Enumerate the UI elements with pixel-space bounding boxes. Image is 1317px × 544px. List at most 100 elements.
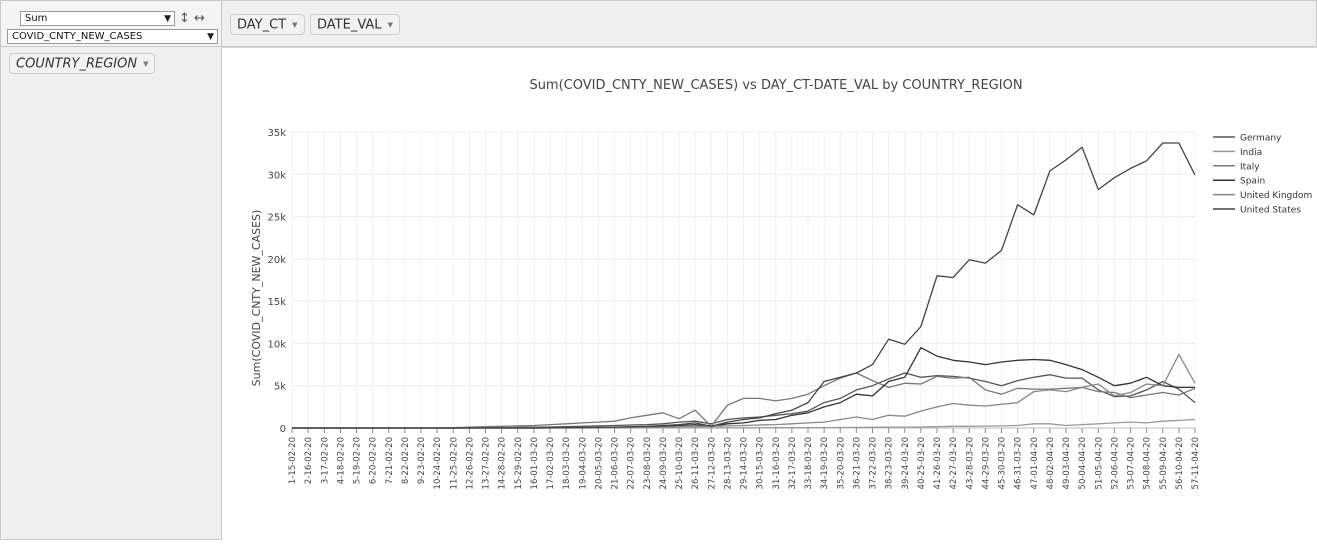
x-tick-label: 49-03-04-20 (1062, 437, 1072, 489)
chevron-down-icon: ▼ (164, 14, 171, 24)
x-tick-label: 56-10-04-20 (1175, 437, 1185, 489)
x-tick-label: 42-27-03-20 (949, 437, 959, 489)
x-tick-label: 25-10-03-20 (675, 437, 685, 489)
line-chart: Sum(COVID_CNTY_NEW_CASES) vs DAY_CT-DATE… (250, 78, 1312, 489)
dropdown-triangle-icon[interactable]: ▼ (143, 60, 149, 68)
legend-label: India (1240, 148, 1262, 158)
y-tick-label: 35k (267, 128, 286, 139)
x-tick-label: 1-15-02-20 (288, 437, 298, 484)
column-attribute-day-ct[interactable]: DAY_CT ▼ (230, 14, 305, 35)
x-tick-label: 52-06-04-20 (1110, 437, 1120, 489)
x-tick-label: 6-20-02-20 (369, 437, 379, 484)
x-tick-label: 53-07-04-20 (1127, 437, 1137, 489)
x-tick-label: 10-24-02-20 (433, 437, 443, 489)
x-tick-label: 3-17-02-20 (320, 437, 330, 484)
attribute-label: DAY_CT (237, 17, 287, 33)
y-tick-label: 30k (267, 170, 286, 181)
x-tick-label: 17-02-03-20 (546, 437, 556, 489)
x-tick-label: 40-25-03-20 (917, 437, 927, 489)
x-tick-label: 37-22-03-20 (869, 437, 879, 489)
x-tick-label: 26-11-03-20 (691, 437, 701, 489)
x-tick-label: 31-16-03-20 (772, 437, 782, 489)
gridlines (291, 131, 1196, 429)
x-tick-label: 13-27-02-20 (482, 437, 492, 489)
x-tick-label: 16-01-03-20 (530, 437, 540, 489)
chart-title: Sum(COVID_CNTY_NEW_CASES) vs DAY_CT-DATE… (529, 78, 1022, 93)
x-tick-label: 50-04-04-20 (1078, 437, 1088, 489)
series-line-united-states (292, 142, 1196, 429)
row-attribute-country-region[interactable]: COUNTRY_REGION ▼ (9, 53, 156, 74)
value-field-value: COVID_CNTY_NEW_CASES (12, 31, 143, 42)
x-axis: 1-15-02-20 2-16-02-20 3-17-02-20 4-18-02-20… (288, 428, 1201, 489)
y-tick-label: 0 (280, 424, 286, 435)
x-tick-label: 11-25-02-20 (449, 437, 459, 489)
x-tick-label: 29-14-03-20 (740, 437, 750, 489)
x-tick-label: 22-07-03-20 (627, 437, 637, 489)
legend-label: United Kingdom (1240, 191, 1312, 201)
x-tick-label: 30-15-03-20 (756, 437, 766, 489)
column-attribute-date-val[interactable]: DATE_VAL ▼ (310, 14, 400, 35)
x-tick-label: 43-28-03-20 (965, 437, 975, 489)
x-tick-label: 48-02-04-20 (1046, 437, 1056, 489)
y-tick-label: 10k (267, 339, 286, 350)
attribute-label: COUNTRY_REGION (16, 56, 138, 72)
x-tick-label: 19-04-03-20 (578, 437, 588, 489)
attribute-label: DATE_VAL (317, 17, 382, 33)
x-tick-label: 36-21-03-20 (852, 437, 862, 489)
legend-label: Germany (1240, 134, 1282, 144)
x-tick-label: 47-01-04-20 (1030, 437, 1040, 489)
chart-pane: Sum(COVID_CNTY_NEW_CASES) vs DAY_CT-DATE… (222, 47, 1317, 540)
x-tick-label: 54-08-04-20 (1143, 437, 1153, 489)
aggregator-select[interactable]: Sum ▼ (20, 11, 175, 26)
x-tick-label: 32-17-03-20 (788, 437, 798, 489)
dropdown-triangle-icon[interactable]: ▼ (292, 21, 298, 29)
x-tick-label: 12-26-02-20 (465, 437, 475, 489)
x-tick-label: 57-11-04-20 (1191, 437, 1201, 489)
x-tick-label: 15-29-02-20 (514, 437, 524, 489)
x-tick-label: 4-18-02-20 (336, 437, 346, 484)
sort-arrows-icon[interactable]: ↕ (179, 11, 190, 26)
y-axis-label: Sum(COVID_CNTY_NEW_CASES) (250, 210, 263, 387)
y-axis: 0 5k 10k 15k 20k 25k 30k 35k (267, 128, 286, 435)
x-tick-label: 55-09-04-20 (1159, 437, 1169, 489)
x-tick-label: 18-03-03-20 (562, 437, 572, 489)
x-tick-label: 9-23-02-20 (417, 437, 427, 484)
row-attributes-pane: COUNTRY_REGION ▼ (0, 47, 222, 540)
aggregator-pane: Sum ▼ ↕ ↔ COVID_CNTY_NEW_CASES ▼ (0, 0, 222, 47)
legend-label: United States (1240, 206, 1301, 216)
x-tick-label: 51-05-04-20 (1094, 437, 1104, 489)
x-tick-label: 39-24-03-20 (901, 437, 911, 489)
x-tick-label: 46-31-03-20 (1014, 437, 1024, 489)
swap-horizontal-icon[interactable]: ↔ (194, 11, 205, 26)
x-tick-label: 33-18-03-20 (804, 437, 814, 489)
x-tick-label: 38-23-03-20 (885, 437, 895, 489)
y-tick-label: 15k (267, 297, 286, 308)
column-attributes-pane: DAY_CT ▼ DATE_VAL ▼ (222, 0, 1317, 47)
x-tick-label: 28-13-03-20 (723, 437, 733, 489)
x-tick-label: 27-12-03-20 (707, 437, 717, 489)
x-tick-label: 23-08-03-20 (643, 437, 653, 489)
y-tick-label: 20k (267, 255, 286, 266)
y-tick-label: 25k (267, 213, 286, 224)
x-tick-label: 34-19-03-20 (820, 437, 830, 489)
x-tick-label: 24-09-03-20 (659, 437, 669, 489)
chevron-down-icon: ▼ (207, 32, 214, 42)
x-tick-label: 20-05-03-20 (594, 437, 604, 489)
x-tick-label: 45-30-03-20 (998, 437, 1008, 489)
x-tick-label: 7-21-02-20 (385, 437, 395, 484)
x-tick-label: 5-19-02-20 (353, 437, 363, 484)
x-tick-label: 21-06-03-20 (611, 437, 621, 489)
x-tick-label: 41-26-03-20 (933, 437, 943, 489)
value-field-select[interactable]: COVID_CNTY_NEW_CASES ▼ (7, 29, 218, 44)
aggregator-value: Sum (25, 13, 48, 24)
legend-label: Italy (1240, 162, 1260, 172)
legend-label: Spain (1240, 177, 1265, 187)
series-lines (292, 142, 1196, 429)
x-tick-label: 2-16-02-20 (304, 437, 314, 484)
y-tick-label: 5k (274, 382, 286, 393)
x-tick-label: 14-28-02-20 (498, 437, 508, 489)
x-tick-label: 8-22-02-20 (401, 437, 411, 484)
x-tick-label: 35-20-03-20 (836, 437, 846, 489)
legend: Germany India Italy Spain United Kingdom Unit… (1213, 134, 1312, 216)
dropdown-triangle-icon[interactable]: ▼ (387, 21, 393, 29)
